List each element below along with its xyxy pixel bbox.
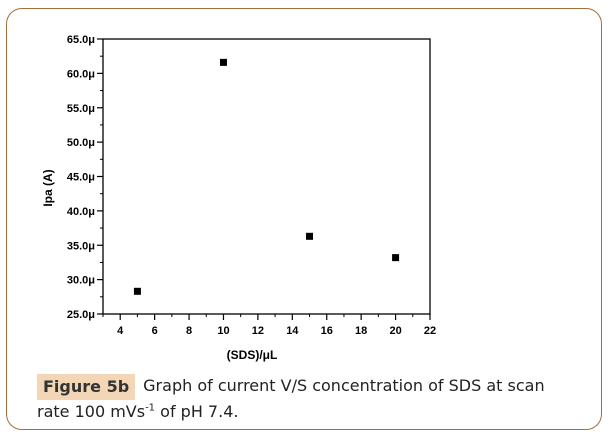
figure-badge: Figure 5b [37,374,136,400]
x-tick-label: 20 [389,325,401,337]
scatter-chart: 25.0μ 30.0μ 35.0μ 40.0μ 45.0μ 50.0μ 55.0μ 60.0μ… [41,34,436,362]
caption-main-text: Graph of current V/S concentration of SD… [37,376,545,421]
x-tick-label: 22 [424,325,436,337]
x-tick-label: 18 [355,325,367,337]
y-axis-title: Ipa (A) [41,169,55,206]
plot-frame [102,38,431,315]
x-axis-title: (SDS)/μL [227,348,278,362]
y-tick-label: 60.0μ [67,68,95,80]
y-tick-label: 55.0μ [67,103,95,115]
x-tick-label: 4 [117,325,124,337]
data-point [133,287,141,295]
x-tick-label: 12 [252,325,264,337]
x-tick-label: 14 [286,325,299,337]
x-tick-label: 16 [321,325,333,337]
y-tick-label: 45.0μ [67,172,95,184]
data-point [392,254,400,262]
caption-text: Graph of current V/S concentration of SD… [37,376,545,421]
figure-caption: Figure 5b Graph of current V/S concentrat… [37,374,579,424]
caption-superscript: -1 [145,402,156,414]
data-point [219,58,227,66]
y-tick-label: 30.0μ [67,275,95,287]
figure-frame [6,8,602,430]
x-tick-label: 10 [217,325,229,337]
data-point [306,232,314,240]
caption-end-text: of pH 7.4. [155,402,239,421]
x-tick-label: 8 [186,325,192,337]
y-tick-label: 25.0μ [67,309,95,321]
y-tick-label: 65.0μ [67,34,95,46]
y-tick-label: 40.0μ [67,206,95,218]
x-tick-label: 6 [152,325,158,337]
y-tick-label: 35.0μ [67,240,95,252]
y-tick-label: 50.0μ [67,137,95,149]
